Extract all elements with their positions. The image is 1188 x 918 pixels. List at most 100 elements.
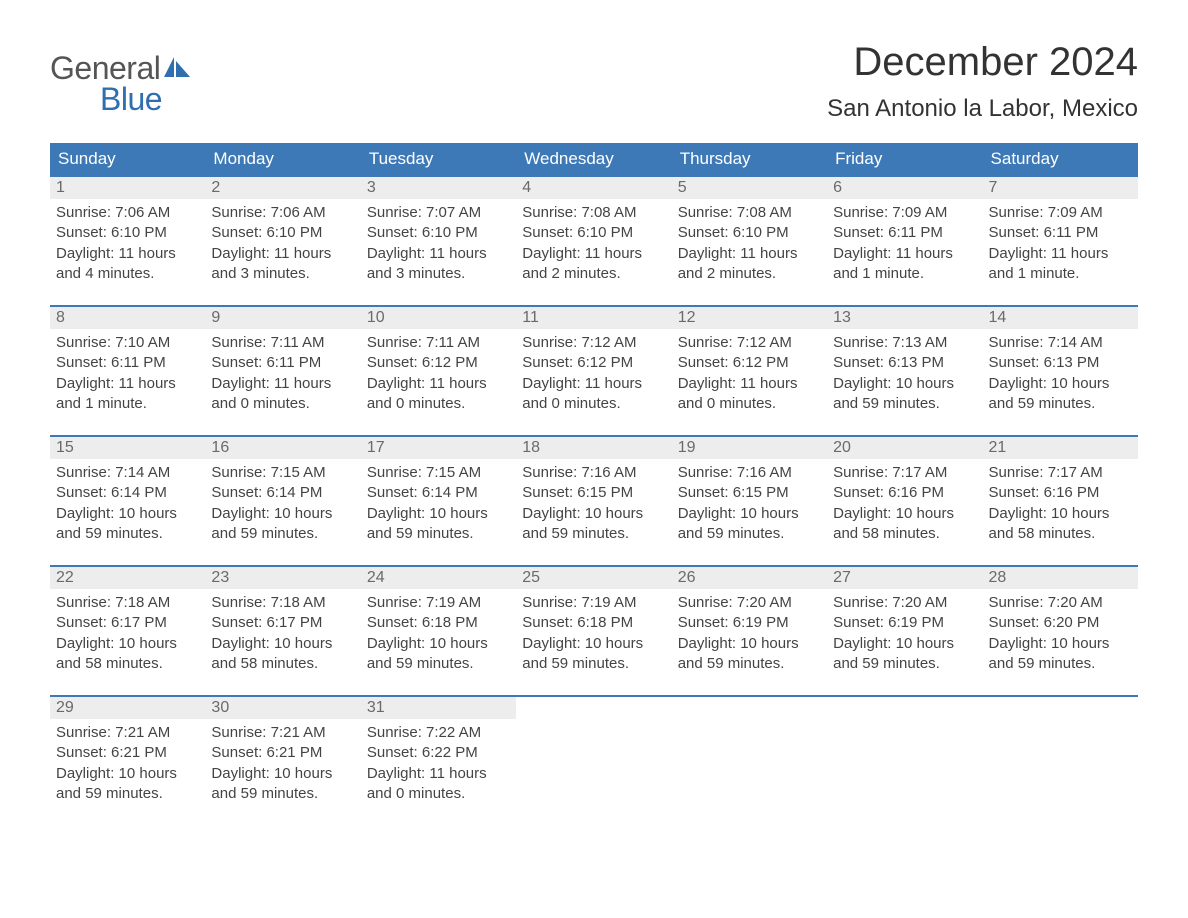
day-body: Sunrise: 7:22 AMSunset: 6:22 PMDaylight:… [361,719,516,810]
col-monday: Monday [205,143,360,176]
sunrise-line: Sunrise: 7:12 AM [522,333,665,353]
day-body: Sunrise: 7:16 AMSunset: 6:15 PMDaylight:… [516,459,671,550]
week-row: 22Sunrise: 7:18 AMSunset: 6:17 PMDayligh… [50,566,1138,696]
day-number: 26 [672,567,827,589]
sunset-line: Sunset: 6:18 PM [522,613,665,633]
sunrise-line: Sunrise: 7:06 AM [211,203,354,223]
daylight-line1: Daylight: 11 hours [522,374,665,394]
day-body: Sunrise: 7:08 AMSunset: 6:10 PMDaylight:… [516,199,671,290]
sunrise-line: Sunrise: 7:11 AM [211,333,354,353]
day-number: 30 [205,697,360,719]
calendar-header-row: Sunday Monday Tuesday Wednesday Thursday… [50,143,1138,176]
day-number: 15 [50,437,205,459]
daylight-line2: and 59 minutes. [678,654,821,674]
daylight-line1: Daylight: 10 hours [211,634,354,654]
sunset-line: Sunset: 6:21 PM [211,743,354,763]
day-number: 6 [827,177,982,199]
daylight-line2: and 0 minutes. [367,784,510,804]
sunset-line: Sunset: 6:10 PM [678,223,821,243]
sunrise-line: Sunrise: 7:17 AM [989,463,1132,483]
daylight-line1: Daylight: 10 hours [989,634,1132,654]
day-body: Sunrise: 7:19 AMSunset: 6:18 PMDaylight:… [516,589,671,680]
daylight-line2: and 2 minutes. [678,264,821,284]
sunset-line: Sunset: 6:10 PM [56,223,199,243]
month-title: December 2024 [827,40,1138,85]
daylight-line2: and 59 minutes. [989,394,1132,414]
daylight-line1: Daylight: 11 hours [367,764,510,784]
day-cell: 12Sunrise: 7:12 AMSunset: 6:12 PMDayligh… [672,306,827,436]
daylight-line2: and 2 minutes. [522,264,665,284]
day-body: Sunrise: 7:11 AMSunset: 6:11 PMDaylight:… [205,329,360,420]
daylight-line1: Daylight: 11 hours [367,374,510,394]
day-number: 17 [361,437,516,459]
day-number: 28 [983,567,1138,589]
day-cell [516,696,671,825]
day-number: 24 [361,567,516,589]
sunset-line: Sunset: 6:15 PM [678,483,821,503]
sunset-line: Sunset: 6:19 PM [833,613,976,633]
day-number: 7 [983,177,1138,199]
day-cell: 8Sunrise: 7:10 AMSunset: 6:11 PMDaylight… [50,306,205,436]
daylight-line2: and 0 minutes. [678,394,821,414]
sunset-line: Sunset: 6:14 PM [367,483,510,503]
sunrise-line: Sunrise: 7:19 AM [522,593,665,613]
sunset-line: Sunset: 6:17 PM [56,613,199,633]
day-body: Sunrise: 7:16 AMSunset: 6:15 PMDaylight:… [672,459,827,550]
sunrise-line: Sunrise: 7:14 AM [989,333,1132,353]
sunrise-line: Sunrise: 7:11 AM [367,333,510,353]
daylight-line1: Daylight: 10 hours [367,504,510,524]
sunset-line: Sunset: 6:10 PM [522,223,665,243]
week-row: 8Sunrise: 7:10 AMSunset: 6:11 PMDaylight… [50,306,1138,436]
sunrise-line: Sunrise: 7:07 AM [367,203,510,223]
day-cell [672,696,827,825]
day-number: 25 [516,567,671,589]
daylight-line1: Daylight: 11 hours [678,244,821,264]
day-body: Sunrise: 7:17 AMSunset: 6:16 PMDaylight:… [983,459,1138,550]
day-body: Sunrise: 7:10 AMSunset: 6:11 PMDaylight:… [50,329,205,420]
day-body: Sunrise: 7:19 AMSunset: 6:18 PMDaylight:… [361,589,516,680]
daylight-line2: and 59 minutes. [833,394,976,414]
sunset-line: Sunset: 6:11 PM [211,353,354,373]
day-number: 20 [827,437,982,459]
day-body: Sunrise: 7:14 AMSunset: 6:13 PMDaylight:… [983,329,1138,420]
sunrise-line: Sunrise: 7:20 AM [678,593,821,613]
day-body: Sunrise: 7:11 AMSunset: 6:12 PMDaylight:… [361,329,516,420]
sunrise-line: Sunrise: 7:12 AM [678,333,821,353]
day-cell: 31Sunrise: 7:22 AMSunset: 6:22 PMDayligh… [361,696,516,825]
day-cell [827,696,982,825]
sunset-line: Sunset: 6:19 PM [678,613,821,633]
day-number: 12 [672,307,827,329]
day-number: 4 [516,177,671,199]
day-cell: 21Sunrise: 7:17 AMSunset: 6:16 PMDayligh… [983,436,1138,566]
sunrise-line: Sunrise: 7:14 AM [56,463,199,483]
sunrise-line: Sunrise: 7:16 AM [678,463,821,483]
day-cell: 24Sunrise: 7:19 AMSunset: 6:18 PMDayligh… [361,566,516,696]
day-body: Sunrise: 7:15 AMSunset: 6:14 PMDaylight:… [205,459,360,550]
daylight-line2: and 4 minutes. [56,264,199,284]
day-body: Sunrise: 7:18 AMSunset: 6:17 PMDaylight:… [50,589,205,680]
sunset-line: Sunset: 6:20 PM [989,613,1132,633]
sunset-line: Sunset: 6:13 PM [833,353,976,373]
daylight-line2: and 59 minutes. [522,654,665,674]
day-cell: 7Sunrise: 7:09 AMSunset: 6:11 PMDaylight… [983,176,1138,306]
sunrise-line: Sunrise: 7:17 AM [833,463,976,483]
sunrise-line: Sunrise: 7:19 AM [367,593,510,613]
daylight-line1: Daylight: 10 hours [833,634,976,654]
sunrise-line: Sunrise: 7:15 AM [211,463,354,483]
daylight-line2: and 59 minutes. [989,654,1132,674]
sunset-line: Sunset: 6:16 PM [833,483,976,503]
day-body: Sunrise: 7:09 AMSunset: 6:11 PMDaylight:… [827,199,982,290]
col-saturday: Saturday [983,143,1138,176]
daylight-line2: and 0 minutes. [522,394,665,414]
daylight-line1: Daylight: 10 hours [367,634,510,654]
daylight-line1: Daylight: 10 hours [989,374,1132,394]
day-cell: 11Sunrise: 7:12 AMSunset: 6:12 PMDayligh… [516,306,671,436]
day-cell: 22Sunrise: 7:18 AMSunset: 6:17 PMDayligh… [50,566,205,696]
sunrise-line: Sunrise: 7:09 AM [833,203,976,223]
daylight-line1: Daylight: 10 hours [211,764,354,784]
day-cell: 2Sunrise: 7:06 AMSunset: 6:10 PMDaylight… [205,176,360,306]
day-cell: 15Sunrise: 7:14 AMSunset: 6:14 PMDayligh… [50,436,205,566]
sunset-line: Sunset: 6:11 PM [989,223,1132,243]
day-body: Sunrise: 7:12 AMSunset: 6:12 PMDaylight:… [516,329,671,420]
day-number: 27 [827,567,982,589]
